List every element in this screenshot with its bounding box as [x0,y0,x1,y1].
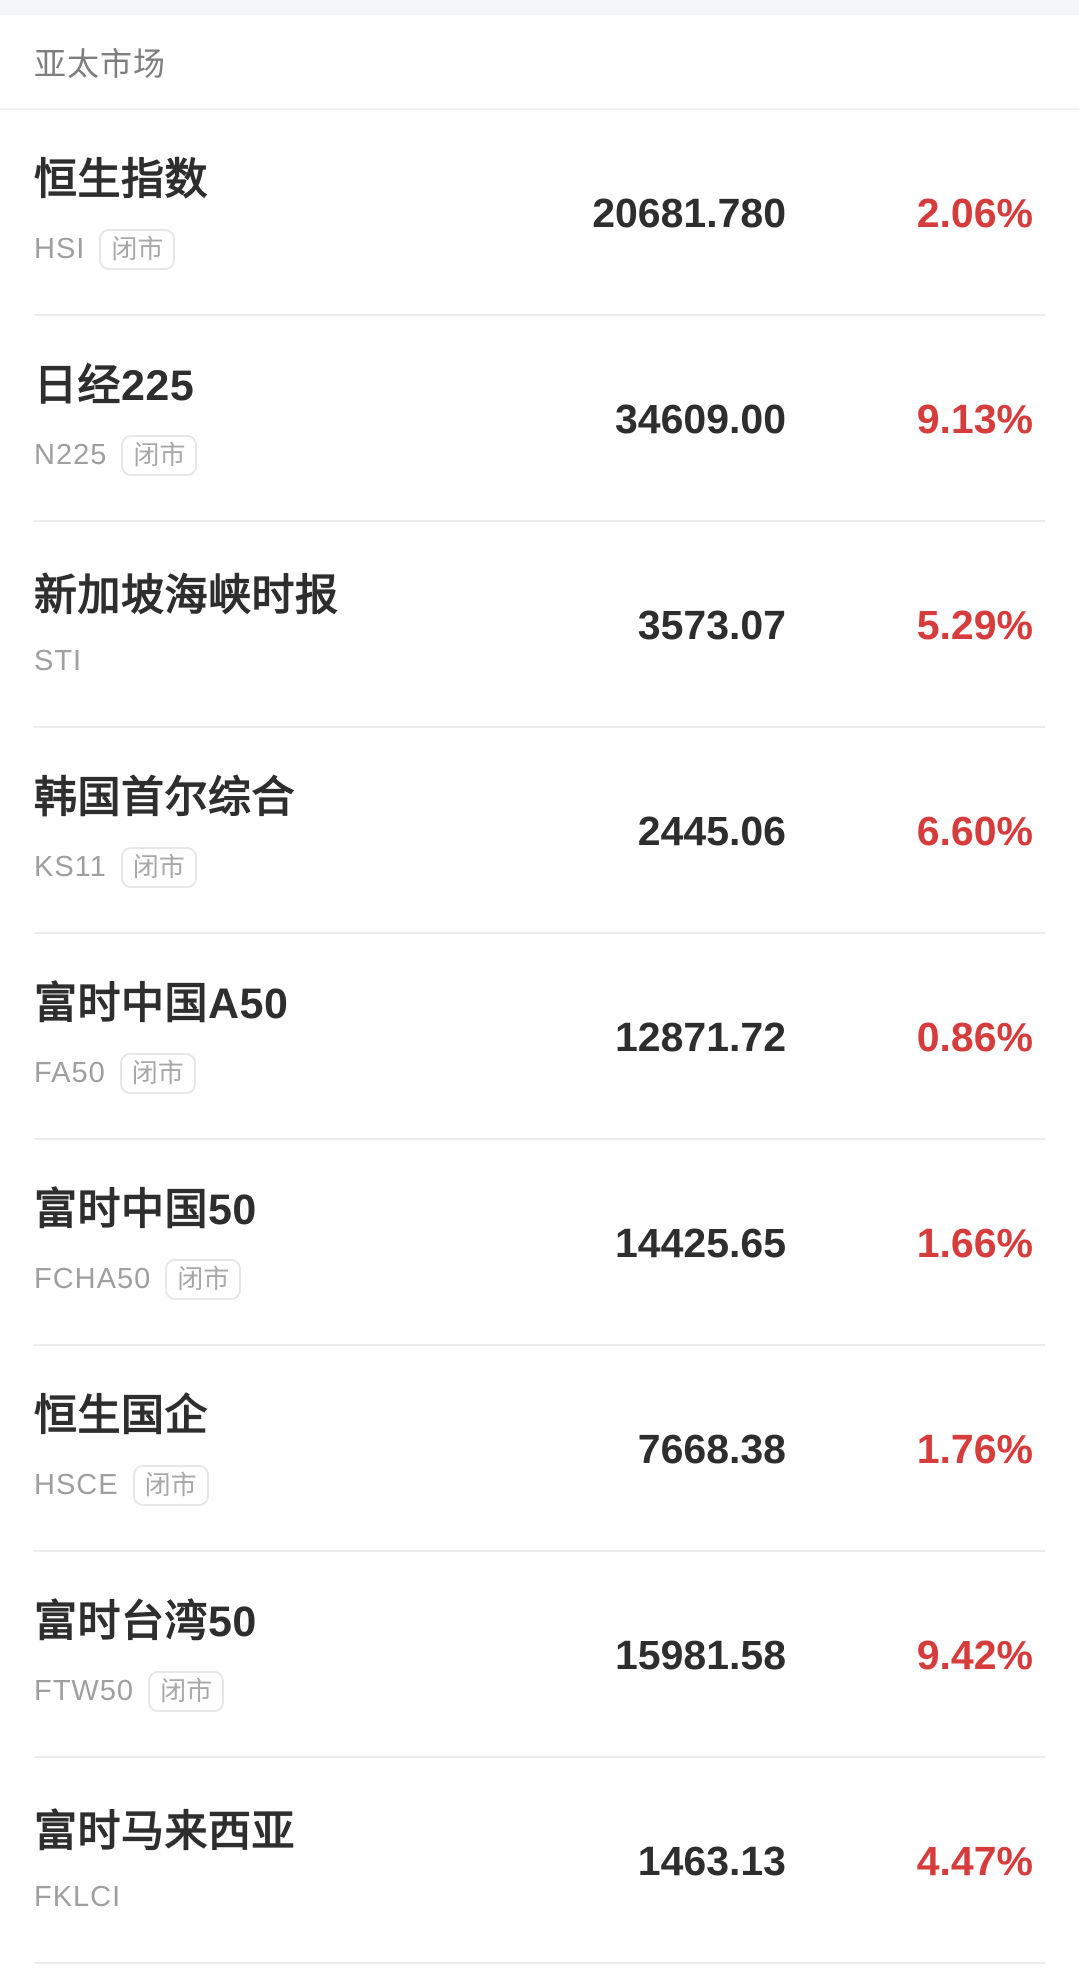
index-value: 2445.06 [637,807,786,854]
index-value: 1463.13 [637,1837,786,1884]
status-bar-strip [0,0,1079,15]
market-index-row[interactable]: 恒生国企 HSCE 闭市 7668.38 1.76% [0,1346,1079,1552]
index-value: 15981.58 [614,1631,786,1678]
index-value: 20681.780 [592,189,786,236]
market-closed-badge: 闭市 [148,1671,225,1713]
index-sub-row: HSCE 闭市 [34,1465,456,1507]
market-index-row[interactable]: 富时台湾50 FTW50 闭市 15981.58 9.42% [0,1552,1079,1758]
market-index-list: 恒生指数 HSI 闭市 20681.780 2.06% 日经225 N225 闭… [0,110,1079,1964]
index-change-percent: 6.60% [916,807,1033,854]
index-value: 7668.38 [637,1425,786,1472]
index-value: 3573.07 [637,601,786,648]
index-sub-row: STI [34,645,456,678]
market-closed-badge: 闭市 [165,1259,242,1301]
index-change-percent: 1.76% [916,1425,1033,1472]
index-sub-row: FA50 闭市 [34,1053,456,1095]
index-value: 34609.00 [614,395,786,442]
index-code: FTW50 [34,1675,135,1708]
index-info: 新加坡海峡时报 STI [34,572,456,678]
index-sub-row: FTW50 闭市 [34,1671,456,1713]
index-code: N225 [34,439,108,472]
index-change-percent: 4.47% [916,1837,1033,1884]
market-index-row[interactable]: 日经225 N225 闭市 34609.00 9.13% [0,316,1079,522]
index-change-percent: 1.66% [916,1219,1033,1266]
index-code: STI [34,645,83,678]
index-info: 韩国首尔综合 KS11 闭市 [34,773,456,889]
index-sub-row: N225 闭市 [34,435,456,477]
index-name: 新加坡海峡时报 [34,571,339,620]
market-index-row[interactable]: 新加坡海峡时报 STI 3573.07 5.29% [0,522,1079,728]
index-code: FKLCI [34,1881,122,1914]
index-name: 富时中国50 [34,1185,257,1234]
section-header: 亚太市场 [0,15,1079,110]
index-change-percent: 0.86% [916,1013,1033,1060]
index-name: 韩国首尔综合 [34,773,295,822]
market-closed-badge: 闭市 [119,1053,196,1095]
index-code: FCHA50 [34,1263,152,1296]
market-closed-badge: 闭市 [132,1465,209,1507]
index-info: 日经225 N225 闭市 [34,361,456,477]
index-code: HSI [34,233,86,266]
market-index-row[interactable]: 恒生指数 HSI 闭市 20681.780 2.06% [0,110,1079,316]
market-closed-badge: 闭市 [120,847,197,889]
index-info: 富时台湾50 FTW50 闭市 [34,1597,456,1713]
section-title: 亚太市场 [34,45,167,82]
index-name: 恒生国企 [34,1391,208,1440]
index-info: 恒生国企 HSCE 闭市 [34,1391,456,1507]
index-change-percent: 9.13% [916,395,1033,442]
market-index-row[interactable]: 富时中国50 FCHA50 闭市 14425.65 1.66% [0,1140,1079,1346]
market-closed-badge: 闭市 [121,435,198,477]
index-name: 日经225 [34,361,195,410]
index-sub-row: FKLCI [34,1881,456,1914]
index-code: FA50 [34,1057,106,1090]
market-index-row[interactable]: 富时马来西亚 FKLCI 1463.13 4.47% [0,1758,1079,1964]
index-sub-row: HSI 闭市 [34,229,456,271]
index-sub-row: FCHA50 闭市 [34,1259,456,1301]
index-change-percent: 5.29% [916,601,1033,648]
index-name: 富时中国A50 [34,979,289,1028]
index-value: 12871.72 [614,1013,786,1060]
index-info: 恒生指数 HSI 闭市 [34,155,456,271]
index-info: 富时中国A50 FA50 闭市 [34,979,456,1095]
index-change-percent: 9.42% [916,1631,1033,1678]
index-code: HSCE [34,1469,119,1502]
market-closed-badge: 闭市 [99,229,176,271]
index-name: 恒生指数 [34,155,208,204]
market-index-row[interactable]: 韩国首尔综合 KS11 闭市 2445.06 6.60% [0,728,1079,934]
index-info: 富时马来西亚 FKLCI [34,1808,456,1914]
index-name: 富时台湾50 [34,1597,257,1646]
index-sub-row: KS11 闭市 [34,847,456,889]
index-change-percent: 2.06% [916,189,1033,236]
index-name: 富时马来西亚 [34,1807,295,1856]
market-index-row[interactable]: 富时中国A50 FA50 闭市 12871.72 0.86% [0,934,1079,1140]
index-code: KS11 [34,851,107,884]
index-value: 14425.65 [614,1219,786,1266]
index-info: 富时中国50 FCHA50 闭市 [34,1185,456,1301]
